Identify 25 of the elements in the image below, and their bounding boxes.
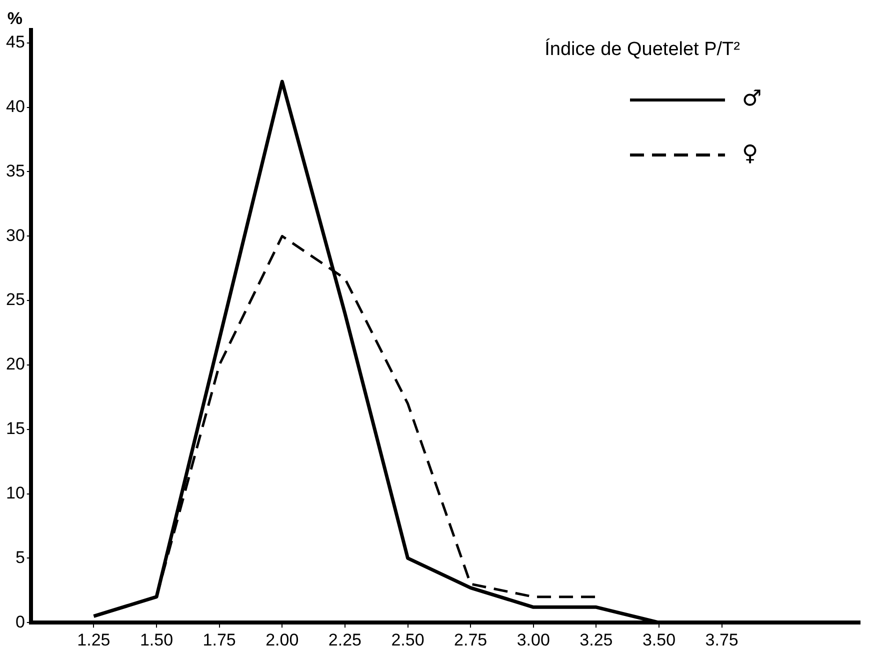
y-tick-label: 10 [6, 483, 25, 502]
x-tick-label: 2.75 [454, 630, 488, 650]
y-tick-label: 15 [6, 419, 25, 438]
y-tick-label: 30 [6, 226, 25, 245]
y-tick-label: 20 [6, 354, 25, 374]
legend-label: ♀ [742, 142, 758, 167]
y-tick-label: 25 [6, 290, 25, 310]
y-tick-label: 40 [6, 96, 25, 116]
y-tick-label: 5 [15, 548, 25, 567]
x-tick-label: 1.25 [77, 630, 110, 650]
x-tick-label: 3.50 [642, 630, 676, 650]
x-tick-label: 1.75 [202, 630, 236, 650]
y-axis-title: % [7, 9, 22, 28]
legend-label: ♂ [742, 86, 762, 112]
y-tick-label: 45 [6, 32, 25, 52]
x-tick-label: 3.00 [516, 630, 550, 650]
y-tick-label: 35 [6, 161, 25, 180]
x-tick-label: 3.25 [580, 630, 613, 650]
x-tick-label: 2.00 [266, 630, 299, 650]
y-tick-label: 0 [15, 612, 25, 632]
x-tick-label: 2.50 [391, 630, 424, 650]
x-tick-label: 2.25 [328, 630, 362, 650]
x-tick-label: 3.75 [705, 630, 738, 650]
legend-title: Índice de Quetelet P/T² [544, 38, 740, 60]
x-tick-label: 1.50 [140, 630, 174, 650]
